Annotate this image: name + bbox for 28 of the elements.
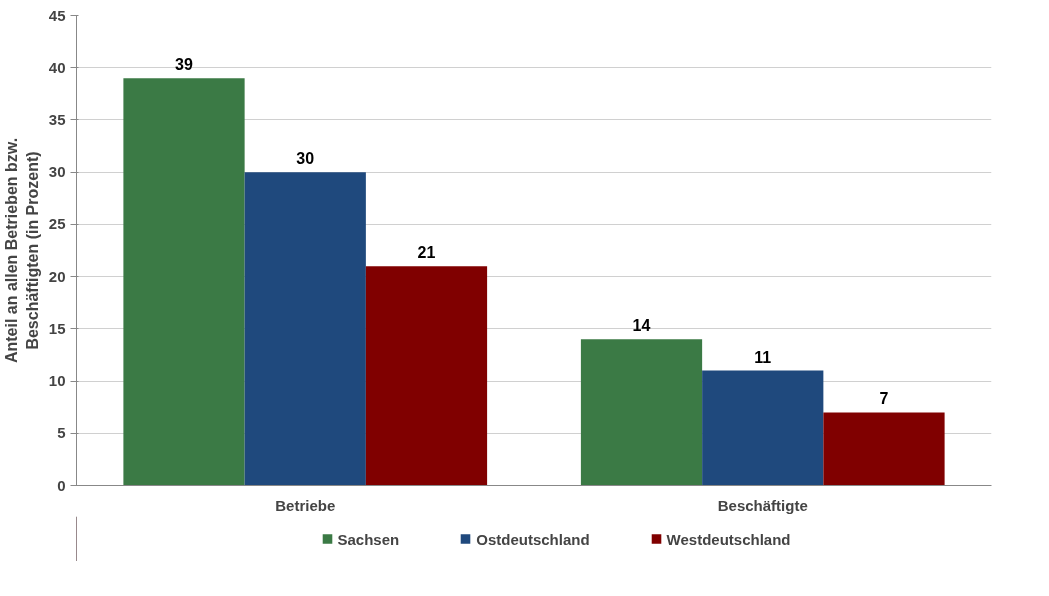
y-tick-label: 10 — [48, 372, 66, 390]
data-label: 14 — [632, 317, 651, 335]
y-tick-label: 35 — [48, 110, 66, 128]
bar — [702, 370, 824, 486]
legend-label: Westdeutschland — [666, 530, 791, 547]
x-tick-label: Betriebe — [275, 496, 336, 514]
y-tick-label: 20 — [48, 267, 66, 285]
bar — [823, 412, 945, 486]
bar — [244, 172, 366, 486]
y-tick-label: 45 — [48, 6, 66, 24]
y-tick-label: 5 — [57, 424, 66, 442]
y-tick-label: 40 — [48, 58, 66, 76]
x-tick-label: Beschäftigte — [717, 496, 808, 514]
bar — [365, 266, 488, 486]
y-tick-label: 25 — [48, 215, 66, 233]
bar — [123, 78, 245, 486]
data-label: 11 — [754, 348, 772, 366]
legend-label: Ostdeutschland — [476, 530, 590, 547]
data-label: 7 — [879, 390, 889, 408]
y-axis-title: Anteil an allen Betrieben bzw. Beschäftigten (in Prozent) — [3, 137, 41, 364]
y-tick-label: 0 — [57, 476, 66, 494]
y-tick-label: 15 — [48, 319, 66, 337]
bar — [580, 339, 703, 486]
legend-label: Sachsen — [337, 530, 400, 547]
data-label: 39 — [175, 56, 194, 74]
data-label: 30 — [296, 150, 315, 168]
y-tick-label: 30 — [48, 163, 66, 181]
data-label: 21 — [417, 244, 436, 262]
